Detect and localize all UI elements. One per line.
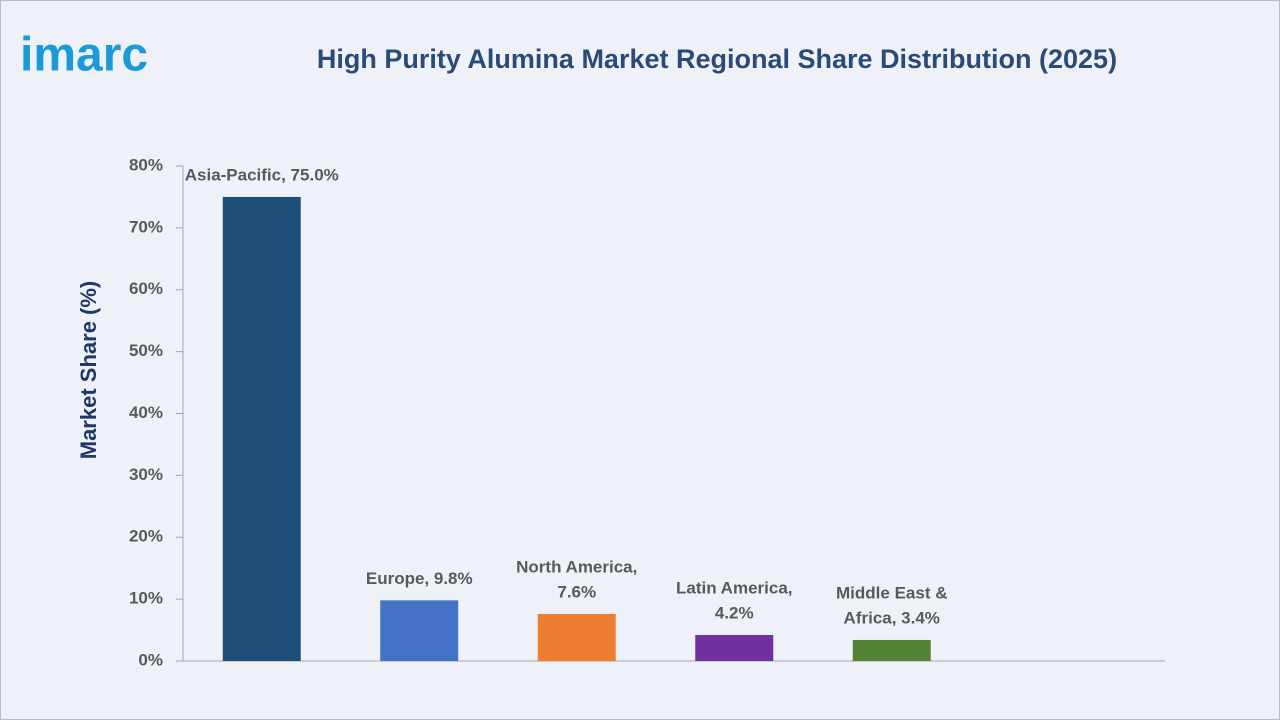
value-label: Asia-Pacific, 75.0% — [185, 165, 339, 184]
y-tick-label: 0% — [138, 650, 163, 669]
bar — [537, 613, 616, 661]
chart-title: High Purity Alumina Market Regional Shar… — [317, 44, 1117, 74]
y-tick-label: 30% — [129, 465, 163, 484]
value-label: 7.6% — [557, 582, 596, 601]
value-label: North America, — [516, 557, 637, 576]
value-label: Europe, 9.8% — [366, 569, 473, 588]
y-tick-label: 70% — [129, 217, 163, 236]
logo: imarc — [20, 29, 148, 82]
value-label: Latin America, — [676, 578, 793, 597]
value-label: Africa, 3.4% — [844, 608, 940, 627]
y-axis-title: Market Share (%) — [76, 281, 101, 460]
y-tick-label: 40% — [129, 403, 163, 422]
value-label: 4.2% — [715, 603, 754, 622]
y-tick-label: 20% — [129, 527, 163, 546]
y-tick-label: 60% — [129, 279, 163, 298]
bar — [852, 639, 931, 661]
bar — [380, 600, 459, 661]
y-tick-label: 50% — [129, 341, 163, 360]
bar — [695, 635, 774, 661]
y-tick-label: 80% — [129, 155, 163, 174]
y-tick-label: 10% — [129, 589, 163, 608]
bar — [222, 196, 301, 661]
value-label: Middle East & — [836, 583, 947, 602]
